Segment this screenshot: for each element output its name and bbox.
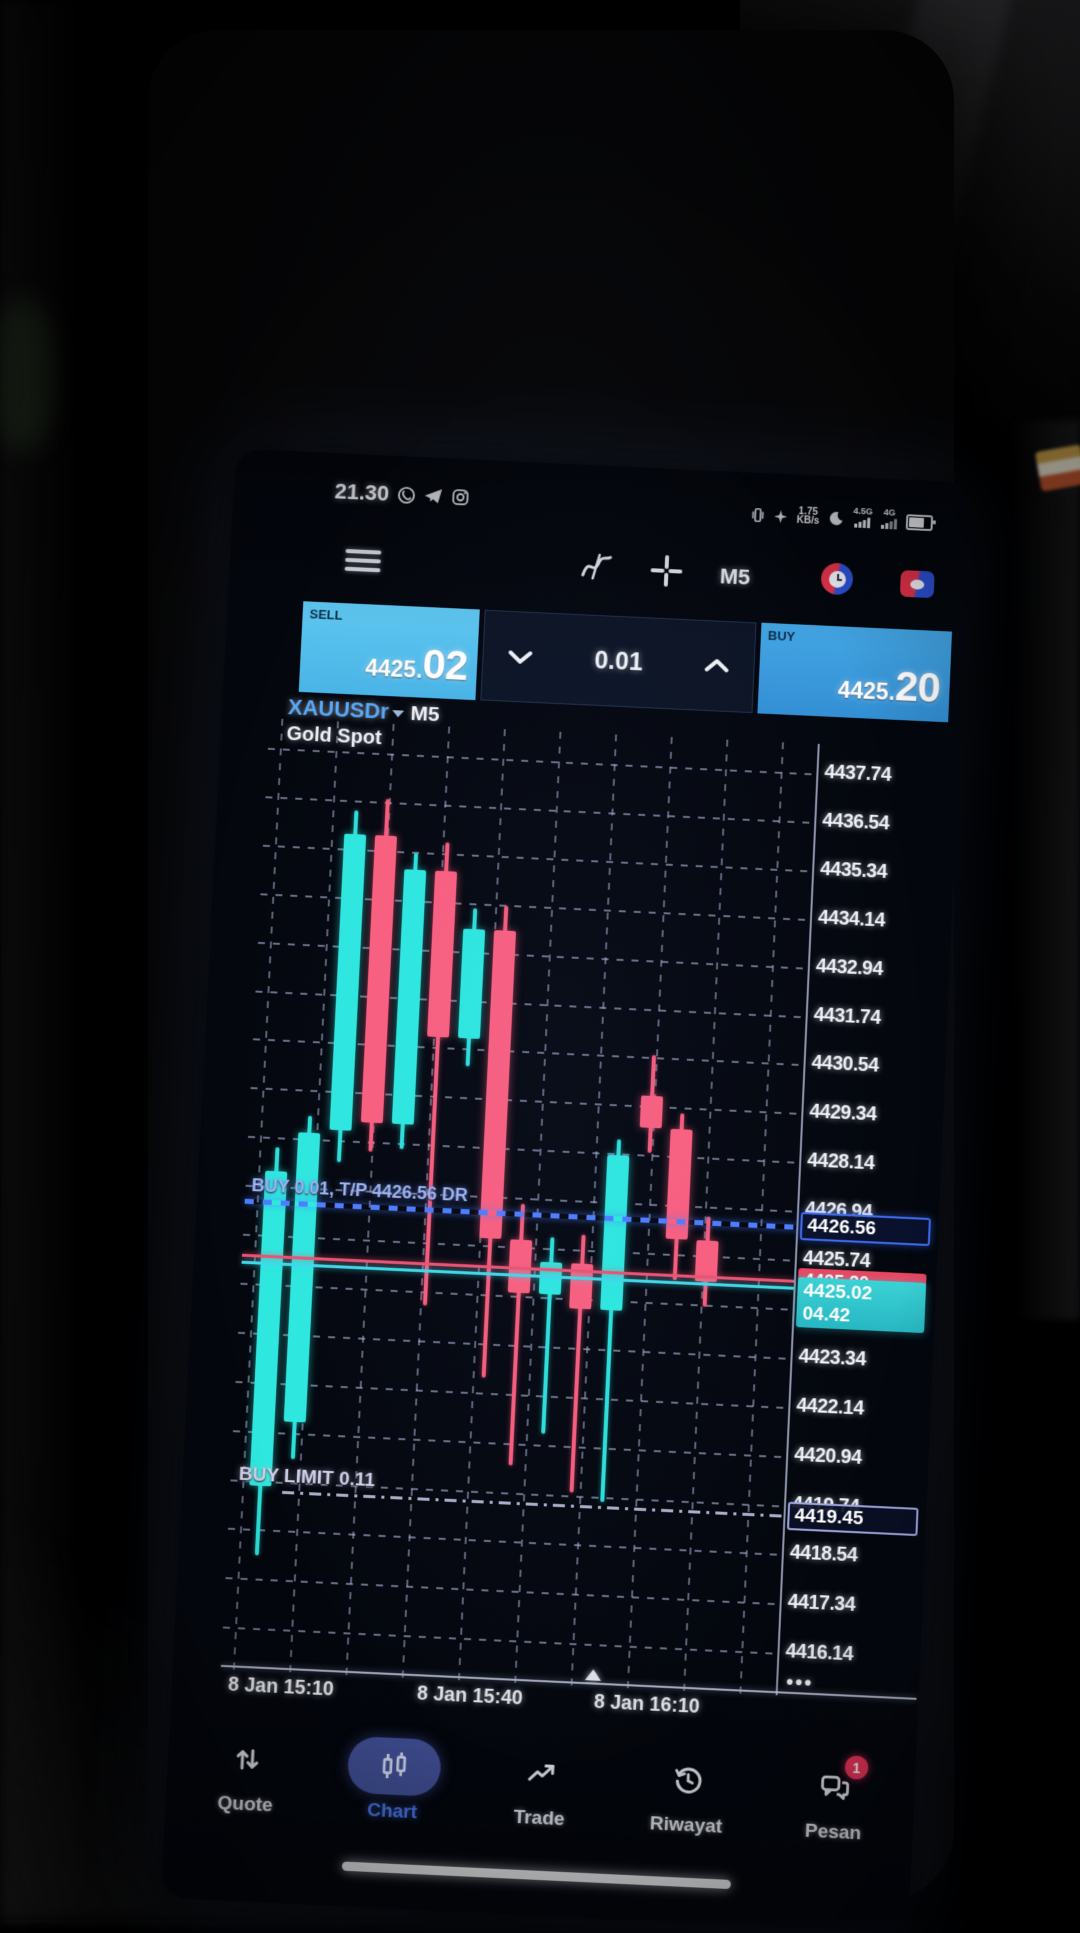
timeframe-button[interactable]: M5 [719, 563, 751, 590]
y-axis-label: 4416.14 [785, 1640, 854, 1666]
x-axis-label: 8 Jan 15:40 [416, 1682, 524, 1710]
do-not-disturb-moon-icon [828, 511, 845, 527]
unread-badge: 1 [844, 1755, 869, 1780]
screen-recorder-timer-icon[interactable] [820, 562, 854, 596]
y-axis-label: 4429.34 [808, 1100, 877, 1126]
chat-bubbles-icon: 1 [787, 1755, 882, 1818]
y-axis-label: 4437.74 [824, 761, 892, 786]
nav-item-chart[interactable]: Chart [316, 1724, 469, 1863]
y-axis-label: 4431.74 [813, 1003, 882, 1029]
sell-price-big: 02 [421, 640, 469, 689]
network-speed-indicator: 1.75 KB/s [796, 506, 820, 527]
candle-body [427, 870, 458, 1038]
y-axis-label: 4435.34 [819, 857, 888, 883]
background-sticker [1034, 444, 1080, 492]
nav-label: Quote [216, 1792, 274, 1817]
x-axis-label: 8 Jan 16:10 [593, 1690, 701, 1718]
nav-label: Trade [513, 1806, 566, 1831]
sim1-network-type: 4.5G [853, 505, 873, 517]
y-axis-label: 4423.34 [798, 1345, 867, 1371]
y-axis-label: 4420.94 [793, 1443, 862, 1469]
sell-button[interactable]: SELL 4425.02 [298, 601, 480, 701]
status-bar-right: 1.75 KB/s 4.5G 4G [751, 502, 934, 532]
status-bar-left: 21.30 [334, 479, 470, 511]
volume-decrease-chevron-icon[interactable] [507, 648, 534, 665]
volume-value[interactable]: 0.01 [593, 645, 644, 676]
crosshair-icon[interactable] [650, 554, 683, 587]
y-axis-label: 4428.14 [806, 1149, 875, 1175]
candle-body [600, 1154, 630, 1311]
sim2-network-type: 4G [883, 507, 896, 518]
sell-label: SELL [309, 606, 343, 623]
buy-price-small: 4425. [837, 676, 896, 705]
y-axis-label: 4417.34 [787, 1590, 856, 1617]
grid-line-horizontal [265, 796, 815, 824]
y-axis-label: 4430.54 [811, 1051, 879, 1078]
buy-limit-price-tag: 4419.45 [786, 1502, 919, 1537]
history-clock-icon [641, 1750, 736, 1811]
buy-price-big: 20 [894, 662, 941, 711]
nav-item-trade[interactable]: Trade [463, 1731, 616, 1870]
nav-label: Chart [366, 1799, 418, 1824]
grid-line-horizontal [222, 1626, 778, 1655]
bottom-navigation: Quote Chart Trade Riwayat 1 Pesan [169, 1717, 910, 1884]
volume-increase-chevron-icon[interactable] [704, 658, 731, 675]
order-marker-icon [584, 1668, 602, 1681]
candlestick-chart-icon [346, 1735, 442, 1797]
trade-trend-icon [494, 1743, 589, 1804]
y-axis-label: 4422.14 [795, 1394, 865, 1420]
grid-line-horizontal [267, 747, 817, 776]
screen-recorder-camera-icon[interactable] [899, 570, 935, 599]
clock-time: 21.30 [334, 478, 390, 506]
battery-icon [905, 514, 934, 532]
instagram-icon [451, 488, 470, 507]
nav-label: Riwayat [649, 1813, 723, 1838]
candle-body [360, 835, 398, 1124]
axis-more-dots: ••• [785, 1671, 814, 1696]
grid-line-horizontal [247, 1136, 800, 1165]
menu-hamburger-button[interactable] [344, 544, 382, 577]
network-speed-unit: KB/s [796, 514, 820, 527]
chart-plot[interactable]: BUY 0.01, T/P 4426.56 DR BUY LIMIT 0.11 [220, 718, 917, 1700]
y-axis-label: 4432.94 [815, 954, 884, 980]
nav-item-pesan[interactable]: 1 Pesan [757, 1745, 910, 1884]
symbol-dropdown-caret-icon [392, 710, 405, 718]
candle-countdown: 04.42 [802, 1303, 851, 1327]
buy-button[interactable]: BUY 4425.20 [757, 622, 953, 723]
bid-price-tag: 4425.02 04.42 [795, 1277, 927, 1334]
whatsapp-icon [397, 485, 417, 505]
sell-price-small: 4425. [364, 654, 424, 683]
y-axis-label: 4418.54 [789, 1541, 858, 1567]
y-axis-label: 4436.54 [821, 809, 890, 835]
sim1-signal-icon: 4.5G [853, 505, 873, 529]
foliage-blur [0, 300, 52, 450]
grid-line-vertical [739, 742, 784, 1694]
grid-line-vertical [683, 739, 729, 1691]
symbol-timeframe: M5 [409, 702, 441, 727]
quotes-arrows-icon [200, 1729, 295, 1790]
y-axis-label: 4434.14 [817, 906, 886, 932]
symbol-header[interactable]: XAUUSDr M5 Gold Spot [286, 694, 441, 752]
candle-body [639, 1095, 664, 1129]
indicators-icon[interactable] [579, 551, 614, 582]
candle-body [329, 833, 367, 1131]
grid-line-horizontal [225, 1577, 780, 1606]
ambient-pillar-right [1010, 420, 1080, 1320]
data-saver-icon [773, 509, 789, 524]
symbol-name: XAUUSDr [287, 694, 390, 724]
nav-label: Pesan [804, 1820, 862, 1845]
nav-item-riwayat[interactable]: Riwayat [610, 1738, 763, 1877]
sim2-signal-icon: 4G [880, 507, 898, 530]
volume-stepper: 0.01 [480, 609, 757, 714]
nav-item-quote[interactable]: Quote [169, 1717, 323, 1856]
phone-screen: 21.30 1.75 KB/s 4.5G 4G [160, 448, 971, 1933]
grid-line-horizontal [227, 1528, 782, 1557]
telegram-icon [423, 487, 444, 506]
take-profit-price-tag: 4426.56 [799, 1211, 931, 1246]
buy-label: BUY [767, 627, 796, 644]
vibrate-icon [751, 507, 765, 523]
x-axis-label: 8 Jan 15:10 [227, 1673, 335, 1701]
candle-body [479, 929, 517, 1240]
candle-body [457, 928, 486, 1039]
